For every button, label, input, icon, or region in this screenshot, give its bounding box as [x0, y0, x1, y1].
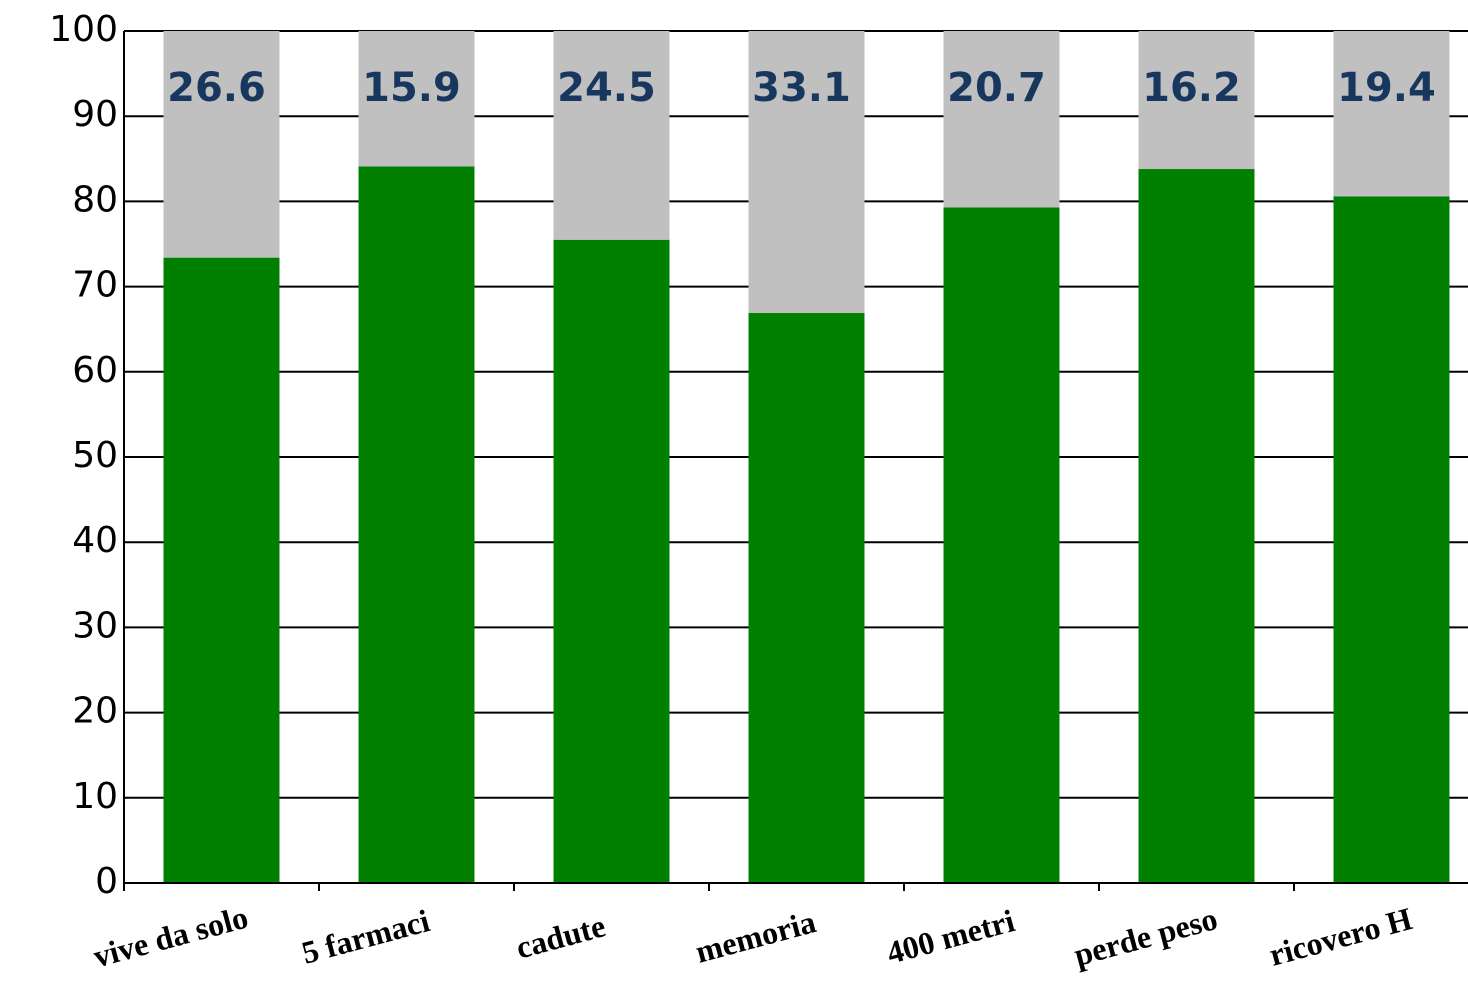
y-tick-label: 20: [72, 691, 118, 732]
x-tick-label: cadute: [512, 907, 609, 965]
value-label: 19.4: [1337, 65, 1436, 111]
bar-segment: [358, 31, 475, 167]
y-tick-label: 90: [72, 94, 118, 135]
bar-segment: [943, 207, 1060, 883]
value-label: 26.6: [167, 65, 266, 111]
x-tick-label: perde peso: [1070, 900, 1221, 973]
y-tick-label: 80: [72, 179, 118, 220]
bar-segment: [1138, 169, 1255, 884]
bar-segment: [748, 313, 865, 884]
bar-segment: [943, 31, 1060, 208]
bar-segment: [748, 31, 865, 314]
bar-segment: [553, 239, 670, 884]
y-tick-label: 0: [95, 861, 118, 902]
x-tick-label: 5 farmaci: [298, 902, 434, 971]
value-label: 24.5: [557, 65, 656, 111]
value-label: 20.7: [947, 65, 1046, 111]
bar-segment: [1333, 31, 1450, 197]
value-label: 15.9: [362, 65, 461, 111]
x-tick-label: vive da solo: [89, 899, 251, 975]
bar-segment: [1333, 196, 1450, 884]
y-tick-label: 40: [72, 520, 118, 561]
y-tick-label: 10: [72, 776, 118, 817]
x-tick-label: ricovero H: [1265, 900, 1415, 973]
y-tick-label: 100: [49, 9, 118, 50]
bar-segment: [553, 31, 670, 240]
value-label: 16.2: [1142, 65, 1241, 111]
bar-segment: [163, 257, 280, 884]
y-tick-label: 50: [72, 435, 118, 476]
y-tick-label: 70: [72, 265, 118, 306]
value-label: 33.1: [752, 65, 851, 111]
y-tick-label: 30: [72, 605, 118, 646]
y-tick-label: 60: [72, 350, 118, 391]
x-tick-label: 400 metri: [883, 902, 1019, 971]
bar-segment: [163, 31, 280, 258]
x-tick-label: memoria: [692, 903, 820, 970]
bar-segment: [1138, 31, 1255, 170]
bar-segment: [358, 166, 475, 883]
